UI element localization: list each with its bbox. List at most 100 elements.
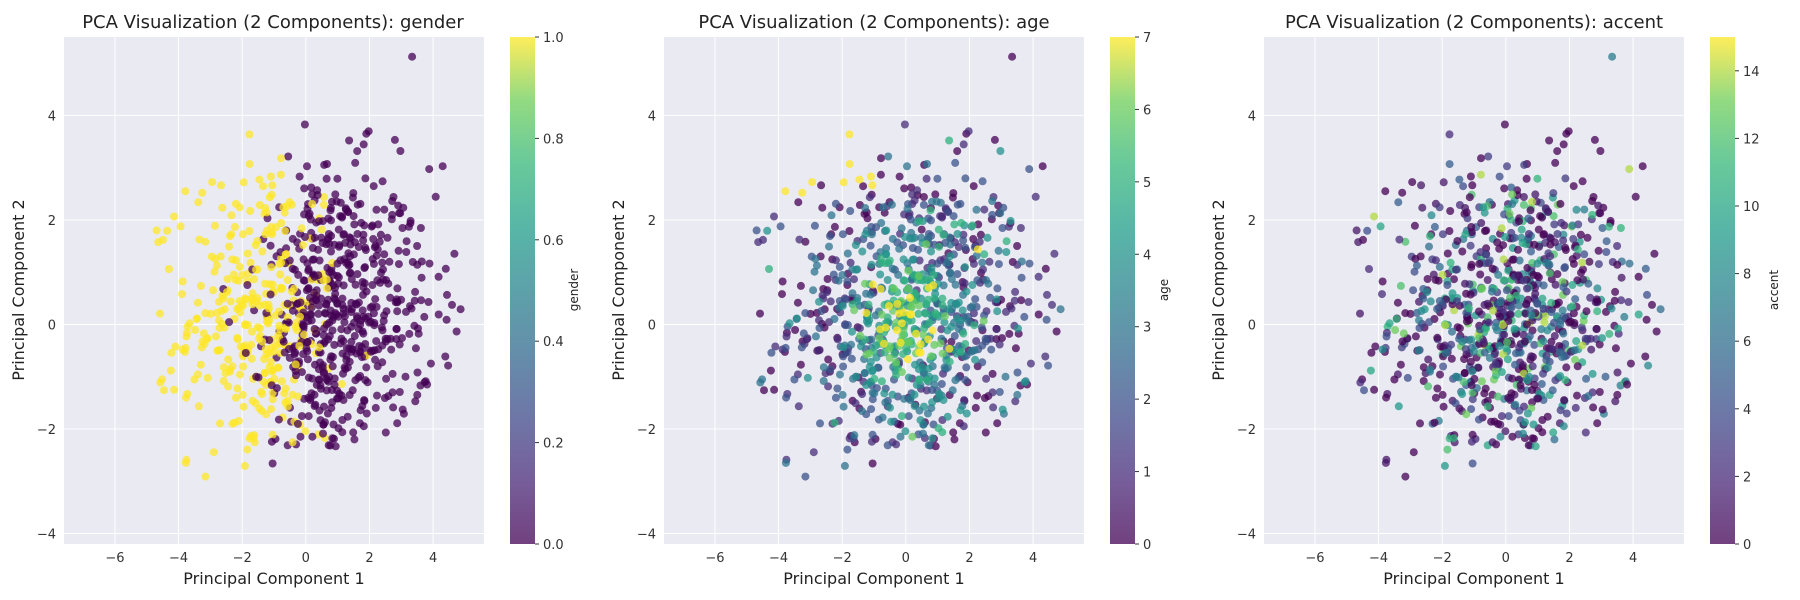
data-point [1538, 294, 1547, 303]
data-point [354, 298, 363, 307]
data-point [319, 193, 328, 201]
data-point [327, 247, 335, 256]
x-tick-label: −4 [769, 551, 788, 566]
data-point [868, 280, 877, 289]
data-point [279, 337, 288, 346]
data-point [339, 304, 348, 313]
data-point [283, 299, 292, 308]
data-point [1560, 396, 1569, 405]
data-point [1013, 242, 1022, 250]
data-point [846, 207, 855, 215]
data-point [315, 256, 324, 265]
data-point [249, 434, 258, 443]
y-tick-label: −2 [37, 423, 56, 438]
data-point [946, 240, 955, 249]
data-point [855, 175, 864, 184]
data-point [1483, 396, 1492, 405]
data-point [388, 369, 397, 378]
data-point [1585, 257, 1594, 266]
data-point [962, 363, 971, 372]
data-point [1556, 372, 1565, 380]
data-point [285, 256, 294, 265]
data-point [1465, 336, 1474, 345]
data-point [349, 212, 358, 221]
data-point [252, 265, 260, 274]
data-point [994, 246, 1003, 255]
x-tick-label: −2 [833, 551, 852, 566]
data-point [1446, 207, 1455, 215]
data-point [328, 434, 337, 443]
data-point [1560, 264, 1569, 272]
data-point [1533, 299, 1542, 308]
data-point [940, 318, 949, 327]
data-point [910, 390, 919, 399]
data-point [1634, 310, 1643, 319]
data-point [1394, 402, 1403, 411]
data-point [838, 271, 847, 279]
y-tick-label: 4 [48, 109, 56, 124]
data-point [961, 263, 969, 272]
y-tick-label: 0 [1248, 318, 1256, 333]
data-point [333, 259, 342, 268]
data-point [1617, 296, 1626, 305]
data-point [293, 392, 302, 401]
data-point [1001, 372, 1010, 381]
data-point [1578, 177, 1587, 186]
data-point [1052, 327, 1061, 336]
data-point [371, 355, 380, 364]
data-point [268, 367, 277, 376]
data-point [1495, 342, 1504, 350]
data-point [351, 158, 360, 167]
data-point [756, 309, 764, 318]
data-point [798, 188, 807, 197]
data-point [333, 299, 342, 308]
data-point [243, 445, 252, 454]
data-point [346, 234, 355, 243]
data-point [253, 237, 262, 245]
data-point [1443, 445, 1452, 454]
data-point [1433, 384, 1442, 393]
data-point [1508, 432, 1517, 441]
x-ticks: −6 −4 −2 0 2 4 [705, 551, 1037, 566]
y-ticks: −4 −2 0 2 4 [1237, 109, 1256, 542]
data-point [1611, 397, 1620, 406]
data-point [1573, 362, 1582, 371]
colorbar-tick-label: 2 [1143, 393, 1151, 408]
data-point [1531, 289, 1540, 298]
data-point [1596, 209, 1605, 218]
data-point [1499, 255, 1508, 264]
data-point [274, 415, 283, 424]
data-point [324, 441, 333, 450]
data-point [850, 306, 859, 315]
y-axis-label: Principal Component 2 [609, 199, 628, 380]
data-point [936, 212, 945, 221]
data-point [1390, 375, 1399, 384]
data-point [1547, 298, 1556, 307]
data-point [1382, 393, 1391, 402]
data-point [903, 204, 912, 213]
data-point [1520, 337, 1529, 346]
data-point [888, 390, 897, 399]
data-point [1031, 192, 1040, 201]
data-point [306, 396, 315, 404]
x-tick-label: −4 [1369, 551, 1388, 566]
data-point [359, 329, 368, 338]
data-point [904, 284, 913, 293]
data-point [921, 309, 930, 318]
data-point [1401, 309, 1410, 318]
data-point [1468, 367, 1477, 376]
data-point [943, 326, 952, 335]
data-point [1451, 399, 1460, 408]
data-point [887, 200, 896, 209]
colorbar-tick-label: 6 [1143, 103, 1151, 118]
data-point [879, 339, 888, 348]
colorbar-tick-label: 0.8 [543, 132, 564, 147]
data-point [950, 220, 959, 229]
data-point [903, 355, 912, 364]
data-point [1511, 400, 1520, 409]
x-tick-label: 4 [1029, 551, 1037, 566]
data-point [1013, 390, 1022, 399]
data-point [364, 127, 373, 136]
data-point [1464, 304, 1473, 313]
data-point [841, 321, 850, 330]
